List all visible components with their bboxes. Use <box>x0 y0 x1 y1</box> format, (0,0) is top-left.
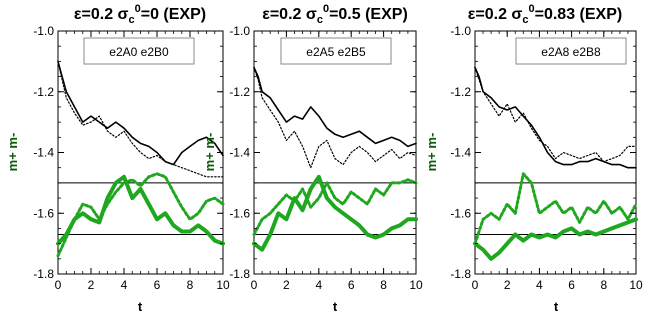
panel-1-plot-frame <box>57 30 224 275</box>
panel-1-reference-lines <box>58 182 223 236</box>
panel-2: ε=0.2 σc0=0.5 (EXP) -1.0 -1.2 -1.4 -1.6 -1.8… <box>202 3 423 314</box>
panel-2-legend-box <box>280 37 392 65</box>
panel-1: ε=0.2 σc0=0 (EXP) -1.0 -1.2 -1.4 -1.6 -1.8 0… <box>5 3 230 314</box>
x-tick-label: 0 <box>251 278 258 292</box>
panel-1-legend-text: e2A0 e2B0 <box>109 45 169 59</box>
y-tick-label: -1.4 <box>450 146 471 160</box>
y-tick-label: -1.0 <box>33 24 54 38</box>
panel-2-reference-lines <box>254 182 416 236</box>
y-tick-label: -1.6 <box>450 206 471 220</box>
x-tick-label: 6 <box>568 278 575 292</box>
panel-2-series <box>252 66 418 252</box>
y-tick-label: -1.2 <box>229 85 250 99</box>
panel-3: ε=0.2 σc0=0.83 (EXP) -1.0-1.2-1.4-1.6-1.… <box>424 3 643 314</box>
x-tick-label: 4 <box>121 278 128 292</box>
panel-2-legend-text: e2A5 e2B5 <box>306 45 366 59</box>
x-tick-label: 0 <box>472 278 479 292</box>
x-tick-label: 2 <box>504 278 511 292</box>
y-tick-label: -1.8 <box>450 267 471 281</box>
panel-2-plot-frame <box>253 30 417 275</box>
panel-3-series <box>473 66 638 261</box>
y-tick-label: -1.8 <box>229 267 250 281</box>
panel-2-x-ticks: 0 2 4 6 8 10 <box>251 31 423 292</box>
x-tick-label: 10 <box>409 278 423 292</box>
series-line-black-dotted <box>474 66 637 163</box>
x-tick-label: 2 <box>88 278 95 292</box>
panel-3-legend-text: e2A8 e2B8 <box>541 45 601 59</box>
panel-2-title: ε=0.2 σc0=0.5 (EXP) <box>262 3 408 26</box>
panel-3-title: ε=0.2 σc0=0.83 (EXP) <box>468 3 622 26</box>
panel-3-legend-box <box>515 37 627 65</box>
x-tick-label: 6 <box>348 278 355 292</box>
x-tick-label: 10 <box>216 278 230 292</box>
series-line-black-dotted <box>57 60 224 178</box>
y-tick-label: -1.4 <box>33 146 54 160</box>
panel-3-y-axis-label: m+ m- <box>424 133 439 172</box>
x-tick-label: 0 <box>55 278 62 292</box>
panel-1-x-axis-label: t <box>138 299 143 314</box>
series-line-black-solid <box>253 66 417 148</box>
panel-3-y-ticks: -1.0 -1.2 -1.4 -1.6 -1.8 <box>450 24 636 281</box>
y-tick-label: -1.2 <box>33 85 54 99</box>
y-tick-label: -1.6 <box>33 206 54 220</box>
series-line-green-solid <box>252 174 418 252</box>
panel-1-y-axis-label: m+ m- <box>5 133 20 172</box>
x-tick-label: 8 <box>380 278 387 292</box>
panel-3-reference-lines <box>475 182 636 236</box>
y-tick-label: -1.4 <box>229 146 250 160</box>
series-line-black-solid <box>57 60 224 166</box>
x-tick-label: 6 <box>154 278 161 292</box>
y-tick-label: -1.2 <box>450 85 471 99</box>
x-tick-label: 8 <box>600 278 607 292</box>
series-line-green-solid <box>56 174 225 246</box>
series-line-green-dotted <box>56 172 225 258</box>
x-tick-label: 4 <box>315 278 322 292</box>
series-line-black-solid <box>474 66 637 169</box>
x-tick-label: 4 <box>536 278 543 292</box>
panel-1-title: ε=0.2 σc0=0 (EXP) <box>74 3 206 26</box>
series-line-black-dotted <box>253 66 417 169</box>
panel-1-legend-box <box>83 37 195 65</box>
y-tick-label: -1.0 <box>229 24 250 38</box>
panel-1-y-ticks: -1.0 -1.2 -1.4 -1.6 -1.8 <box>33 24 223 281</box>
panel-2-y-axis-label: m+ m- <box>202 133 217 172</box>
x-tick-label: 2 <box>283 278 290 292</box>
panel-3-x-ticks: 0 2 4 6 8 10 <box>472 31 643 292</box>
x-tick-label: 8 <box>187 278 194 292</box>
series-line-green-dotted <box>473 172 638 246</box>
y-tick-label: -1.8 <box>33 267 54 281</box>
series-line-green-dotted <box>252 178 418 236</box>
panel-1-series <box>56 60 225 258</box>
panel-2-y-ticks: -1.0 -1.2 -1.4 -1.6 -1.8 <box>229 24 416 281</box>
panel-3-x-axis-label: t <box>554 299 559 314</box>
panel-2-x-axis-label: t <box>333 299 338 314</box>
series-line-green-solid <box>473 217 638 261</box>
y-tick-label: -1.6 <box>229 206 250 220</box>
panel-1-x-ticks: 0 2 4 6 8 10 <box>55 31 230 292</box>
y-tick-label: -1.0 <box>450 24 471 38</box>
x-tick-label: 10 <box>629 278 643 292</box>
